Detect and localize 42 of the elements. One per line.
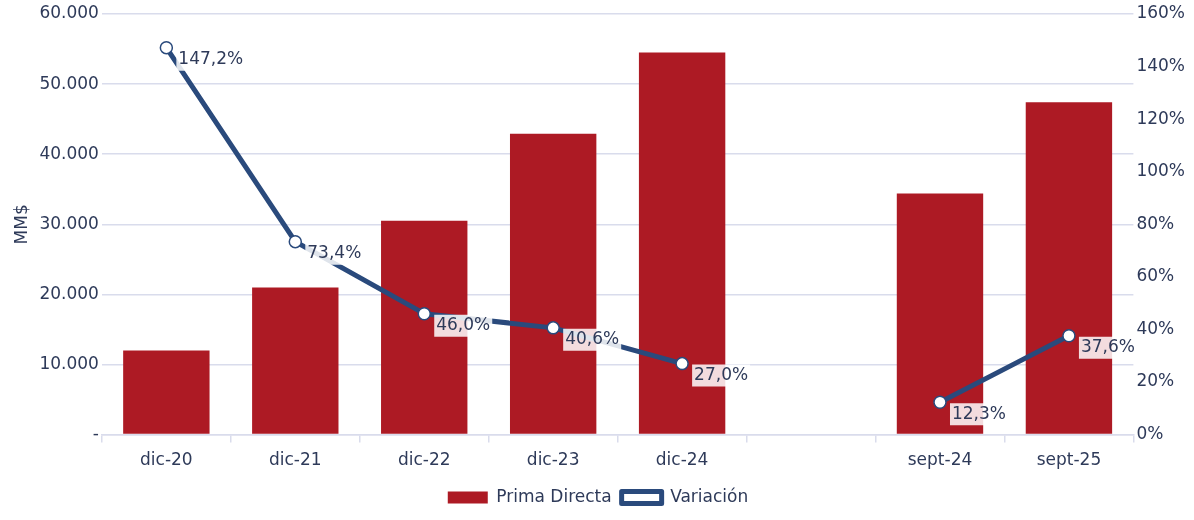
y2-tick-label: 100%: [1136, 160, 1186, 181]
y2-tick-label: 160%: [1136, 2, 1186, 23]
y2-tick-label: 20%: [1136, 370, 1175, 391]
point: [417, 306, 431, 321]
x-tick-label: sept-25: [1036, 449, 1102, 470]
data-label: 40,6%: [565, 328, 620, 349]
point: [933, 395, 947, 410]
data-label: 12,3%: [951, 402, 1007, 423]
y2-tick-label: 120%: [1136, 107, 1186, 128]
data-label: 73,4%: [307, 242, 362, 263]
y2-tick-label: 80%: [1136, 212, 1175, 233]
data-label: 46,0%: [436, 314, 491, 335]
x-tick-label: dic-24: [655, 449, 709, 470]
y2-tick-label: 140%: [1136, 55, 1186, 75]
y-tick-label: 10.000: [39, 352, 99, 373]
legend-label: Variación: [670, 485, 749, 506]
bar: [123, 350, 210, 434]
x-tick-label: dic-21: [268, 449, 322, 470]
x-tick-label: dic-23: [526, 449, 580, 470]
legend-label: Prima Directa: [496, 485, 612, 506]
x-tick-label: sept-24: [907, 449, 973, 470]
point: [546, 321, 560, 335]
point: [159, 40, 174, 55]
y2-tick-label: 60%: [1136, 265, 1175, 286]
x-tick-label: dic-20: [140, 449, 193, 470]
data-label: 147,2%: [178, 48, 244, 69]
y2-tick-label: 40%: [1136, 317, 1175, 338]
data-label: 37,6%: [1080, 336, 1135, 357]
point: [1062, 329, 1076, 343]
data-label: 27,0%: [694, 364, 749, 385]
y-tick-label: 50.000: [39, 72, 99, 93]
y-axis-title: MM$: [10, 204, 31, 245]
y-tick-label: -: [92, 423, 99, 444]
y-tick-label: 20.000: [39, 282, 99, 303]
x-tick-label: dic-22: [397, 449, 451, 470]
bar: [252, 287, 339, 434]
y-tick-label: 30.000: [39, 212, 99, 233]
y-tick-label: 40.000: [39, 142, 99, 163]
y2-tick-label: 0%: [1136, 423, 1164, 444]
y-tick-label: 60.000: [39, 2, 99, 23]
point: [288, 234, 303, 249]
point: [675, 356, 689, 371]
